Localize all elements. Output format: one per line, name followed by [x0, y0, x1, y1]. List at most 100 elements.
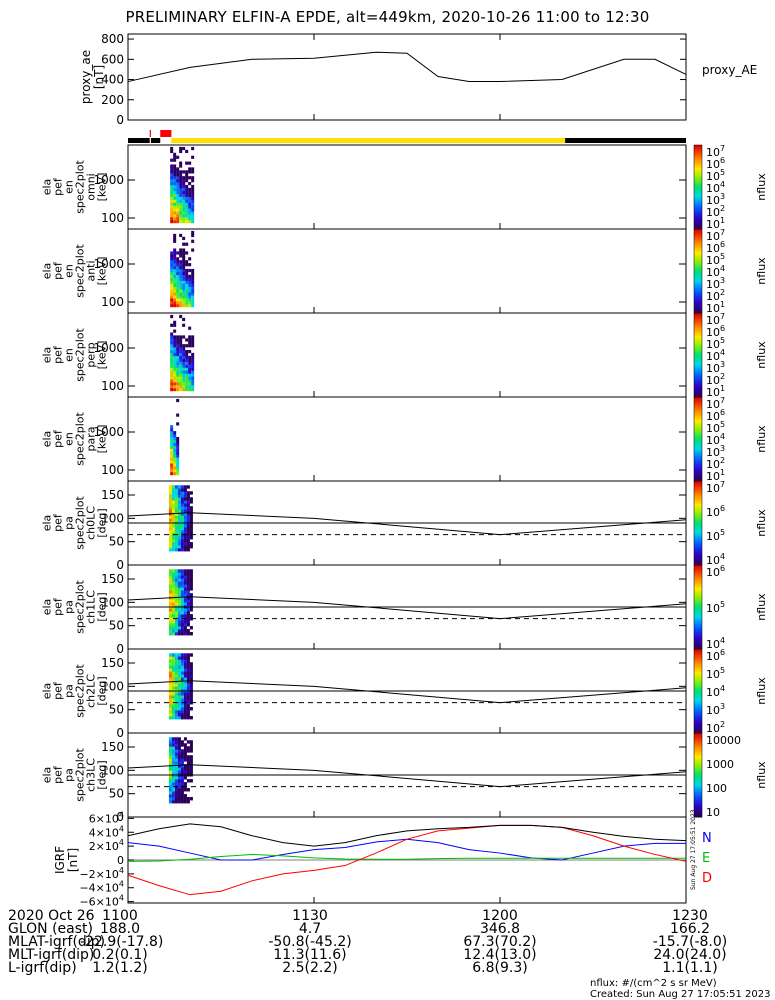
spectrogram-pixel — [173, 260, 177, 264]
spectrogram-pixel — [173, 239, 177, 243]
spectrogram-pixel — [168, 713, 172, 717]
colorbar-cell — [694, 636, 702, 639]
spectrogram-pixel — [186, 602, 190, 606]
spectrogram-pixel — [171, 503, 175, 507]
colorbar-cell — [694, 781, 702, 784]
spectrogram-pixel — [168, 632, 172, 636]
spectrogram-pixel — [188, 388, 192, 392]
spectrogram-pixel — [186, 698, 190, 702]
colorbar-cell — [694, 197, 702, 201]
spectrogram-pixel — [174, 485, 178, 489]
spectrogram-pixel — [191, 268, 195, 273]
colorbar-tick-label: 104 — [706, 432, 725, 447]
spectrogram-pixel — [177, 767, 181, 771]
spectrogram-pixel — [191, 352, 195, 357]
spectrogram-pixel — [182, 350, 186, 354]
spectrogram-pixel — [168, 776, 172, 780]
y-tick-label: −6×104 — [79, 894, 124, 909]
spectrogram-pixel — [168, 515, 172, 519]
spectrogram-pixel — [183, 518, 187, 522]
colorbar-cell — [694, 292, 702, 295]
spectrogram-pixel — [185, 242, 189, 246]
spectrogram-pixel — [171, 737, 175, 741]
spectrogram-pixel — [182, 182, 186, 186]
colorbar-cell — [694, 243, 702, 247]
spectrogram-pixel — [171, 800, 175, 804]
spectrogram-pixel — [174, 707, 178, 711]
colorbar-tick-label: 102 — [706, 720, 725, 735]
spectrogram-pixel — [173, 214, 177, 218]
colorbar-tick-label: 104 — [706, 180, 725, 195]
spectrogram-pixel — [189, 626, 193, 630]
colorbar-tick-label: 1000 — [706, 758, 734, 771]
spectrogram-pixel — [182, 352, 186, 357]
spectrogram-pixel — [170, 179, 174, 183]
spectrogram-pixel — [173, 158, 177, 162]
spectrogram-pixel — [174, 581, 178, 585]
colorbar-cell — [694, 191, 702, 194]
spectrogram-pixel — [188, 187, 192, 192]
spectrogram-pixel — [183, 572, 187, 576]
spectrogram-pixel — [189, 500, 193, 504]
colorbar-tick-label: 101 — [706, 468, 725, 483]
colorbar-cell — [694, 447, 702, 450]
spectrogram-pixel — [186, 500, 190, 504]
spectrogram-pixel — [174, 500, 178, 504]
colorbar-cell — [694, 810, 702, 814]
spectrogram-pixel — [182, 242, 186, 246]
colorbar-cell — [694, 239, 702, 243]
spectrogram-pixel — [180, 620, 184, 624]
spectrogram-pixel — [189, 743, 193, 747]
colorbar-cell — [694, 464, 702, 467]
spectrogram-pixel — [185, 208, 189, 212]
spectrogram-pixel — [173, 199, 177, 203]
spectrogram-pixel — [176, 257, 180, 261]
spectrogram-pixel — [177, 656, 181, 660]
spectrogram-pixel — [173, 295, 177, 299]
spectrogram-pixel — [179, 205, 183, 209]
spectrogram-pixel — [176, 187, 180, 192]
colorbar-cell — [694, 483, 702, 486]
spectrogram-pixel — [171, 578, 175, 582]
spectrogram-pixel — [177, 698, 181, 702]
spectrogram-pixel — [170, 460, 174, 464]
spectrogram-pixel — [191, 202, 195, 206]
spectrogram-pixel — [185, 338, 189, 342]
spectrogram-pixel — [183, 545, 187, 549]
spectrogram-pixel — [173, 379, 177, 383]
spectrogram-pixel — [168, 533, 172, 537]
spectrogram-pixel — [174, 743, 178, 747]
spectrogram-pixel — [185, 251, 189, 255]
spectrogram-pixel — [182, 248, 186, 252]
spectrogram-pixel — [186, 764, 190, 768]
colorbar-cell — [694, 481, 702, 484]
spectrogram-pixel — [174, 686, 178, 690]
spectrogram-pixel — [168, 785, 172, 789]
y-tick-label: 1000 — [93, 341, 124, 355]
panel-ylabel: elapefenspec2plotomni[keV] — [41, 160, 109, 214]
spectrogram-pixel — [180, 656, 184, 660]
colorbar-tick-label: 107 — [706, 144, 725, 159]
spectrogram-pixel — [174, 491, 178, 495]
spectrogram-pixel — [168, 746, 172, 750]
y-tick-label: 200 — [101, 93, 124, 107]
spectrogram-pixel — [186, 506, 190, 510]
colorbar-cell — [694, 273, 702, 276]
spectrogram-pixel — [177, 692, 181, 696]
spectrogram-pixel — [174, 659, 178, 663]
spectrogram-pixel — [180, 776, 184, 780]
colorbar-cell — [694, 720, 702, 723]
colorbar-cell — [694, 554, 702, 558]
spectrogram-pixel — [170, 379, 174, 383]
colorbar-tick-label: 106 — [706, 324, 725, 339]
spectrogram-pixel — [177, 749, 181, 753]
spectrogram-pixel — [179, 182, 183, 186]
spectrogram-pixel — [174, 662, 178, 666]
spectrogram-pixel — [173, 454, 177, 458]
colorbar-cell — [694, 384, 702, 387]
spectrogram-pixel — [174, 770, 178, 774]
spectrogram-pixel — [188, 220, 192, 224]
orbit-label-mlt: MLT-igrf(dip) — [8, 947, 95, 963]
spectrogram-pixel — [177, 629, 181, 633]
colorbar-cell — [694, 394, 702, 398]
